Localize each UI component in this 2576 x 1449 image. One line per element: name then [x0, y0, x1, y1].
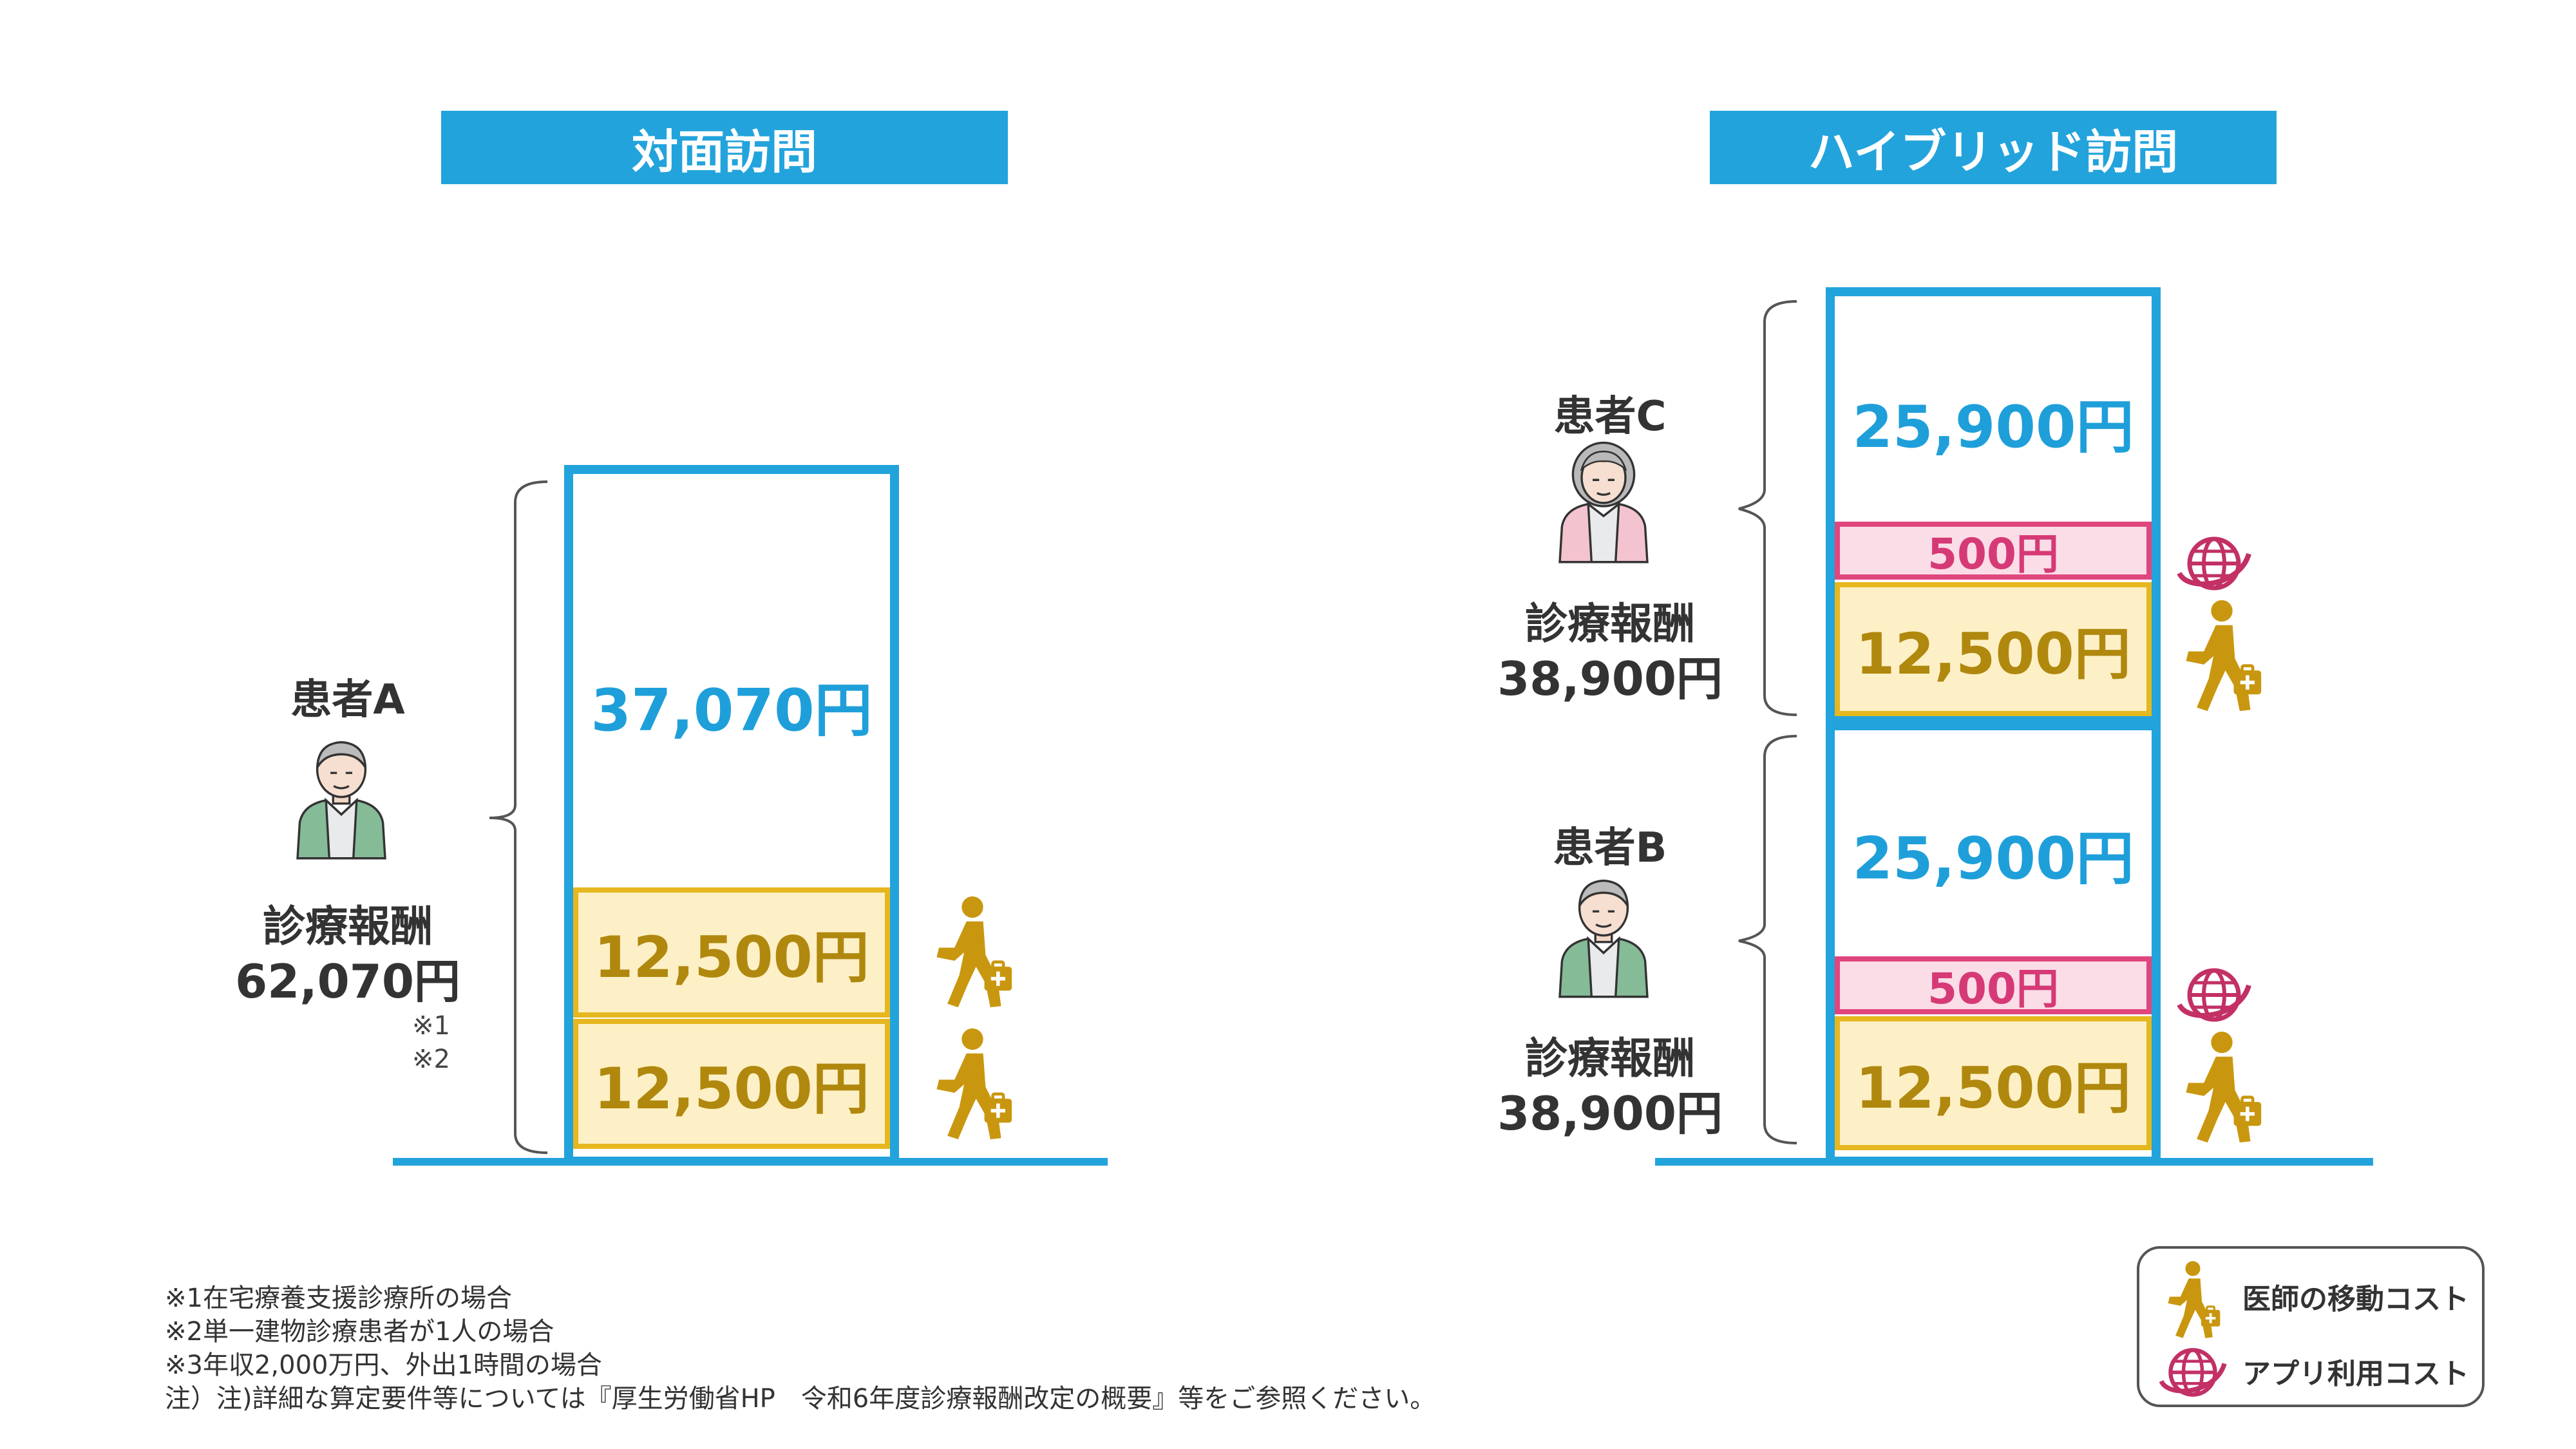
globe-icon: [2175, 528, 2253, 599]
note-1-ref: ※1: [412, 1011, 450, 1041]
patient-c-avatar: [1549, 435, 1658, 564]
walking-doctor-icon: [931, 1027, 1014, 1141]
walking-doctor-icon: [931, 895, 1014, 1009]
patient-c-name: 患者C: [1553, 393, 1667, 440]
b-app-cost-box: 500円: [1835, 956, 2152, 1014]
b-medical-fee-value: 25,900円: [1852, 825, 2134, 893]
right-baseline: [1655, 1158, 2373, 1166]
globe-icon: [2175, 960, 2253, 1030]
patient-a-fee-total: 62,070円: [235, 954, 460, 1009]
left-medical-fee-value: 37,070円: [591, 677, 873, 744]
patient-a-avatar: [287, 731, 396, 860]
walking-doctor-icon: [2164, 1260, 2222, 1339]
walking-doctor-icon: [2180, 1030, 2264, 1144]
patient-c-fee-total: 38,900円: [1497, 652, 1723, 706]
footnote-1: ※1在宅療養支援診療所の場合: [165, 1283, 512, 1313]
footnote-4: 注）注)詳細な算定要件等については『厚生労働省HP 令和6年度診療報酬改定の概要…: [165, 1384, 1436, 1414]
bracket-patient-b: [1738, 735, 1797, 1144]
legend-box: 医師の移動コスト アプリ利用コスト: [2137, 1246, 2485, 1407]
left-baseline: [393, 1158, 1108, 1166]
b-app-cost-value: 500円: [1927, 964, 2059, 1014]
b-travel-cost-box: 12,500円: [1835, 1016, 2152, 1150]
footnote-2: ※2単一建物診療患者が1人の場合: [165, 1317, 554, 1347]
patient-b-name: 患者B: [1553, 824, 1667, 872]
header-in-person-visit: 対面訪問: [441, 111, 1008, 184]
patient-b-fee-label: 診療報酬: [1525, 1034, 1695, 1083]
c-travel-cost-value: 12,500円: [1855, 620, 2131, 687]
header-hybrid-visit: ハイブリッド訪問: [1710, 111, 2277, 184]
patient-c-fee-label: 診療報酬: [1525, 599, 1695, 649]
walking-doctor-icon: [2180, 599, 2264, 712]
footnote-3: ※3年収2,000万円、外出1時間の場合: [165, 1350, 602, 1380]
c-travel-cost-box: 12,500円: [1835, 582, 2152, 716]
left-travel-cost-value-2: 12,500円: [594, 1055, 869, 1122]
legend-label-app: アプリ利用コスト: [2242, 1358, 2469, 1390]
bracket-patient-a: [489, 480, 548, 1154]
globe-icon: [2157, 1340, 2228, 1405]
bracket-patient-c: [1738, 300, 1797, 716]
patient-a-fee-label: 診療報酬: [263, 902, 433, 951]
note-2-ref: ※2: [412, 1045, 450, 1074]
left-travel-cost-value-1: 12,500円: [594, 923, 869, 990]
c-medical-fee-value: 25,900円: [1852, 393, 2134, 461]
b-travel-cost-value: 12,500円: [1855, 1054, 2131, 1121]
patient-b-fee-total: 38,900円: [1497, 1086, 1723, 1141]
c-app-cost-box: 500円: [1835, 522, 2152, 580]
patient-a-name: 患者A: [290, 676, 405, 724]
legend-label-travel: 医師の移動コスト: [2242, 1283, 2469, 1316]
c-app-cost-value: 500円: [1927, 529, 2059, 579]
left-travel-cost-box-2: 12,500円: [573, 1019, 890, 1149]
patient-b-avatar: [1549, 869, 1658, 998]
left-travel-cost-box-1: 12,500円: [573, 887, 890, 1018]
